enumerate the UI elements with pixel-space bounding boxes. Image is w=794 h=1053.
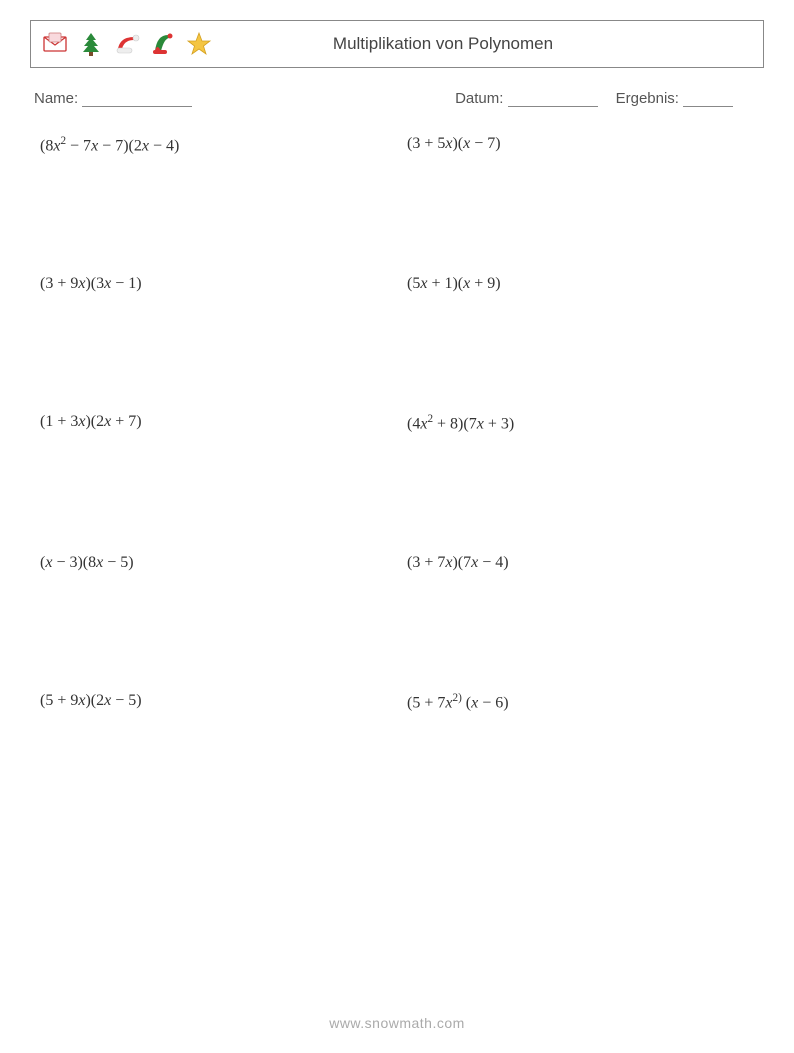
info-row: Name: Datum: Ergebnis: bbox=[30, 90, 764, 107]
problem: (8x2 − 7x − 7)(2x − 4) bbox=[40, 135, 387, 155]
problem: (5 + 7x2) (x − 6) bbox=[407, 692, 754, 712]
problems-grid: (8x2 − 7x − 7)(2x − 4) (3 + 5x)(x − 7) (3 … bbox=[30, 135, 764, 712]
problem: (5x + 1)(x + 9) bbox=[407, 275, 754, 293]
footer-url: www.snowmath.com bbox=[0, 1015, 794, 1031]
tree-icon bbox=[77, 30, 105, 58]
problem: (3 + 9x)(3x − 1) bbox=[40, 275, 387, 293]
date-label: Datum: bbox=[455, 90, 503, 107]
name-blank bbox=[82, 106, 192, 107]
worksheet-title: Multiplikation von Polynomen bbox=[213, 34, 753, 54]
santa-hat-icon bbox=[113, 30, 141, 58]
problem: (3 + 5x)(x − 7) bbox=[407, 135, 754, 155]
problem: (3 + 7x)(7x − 4) bbox=[407, 554, 754, 572]
header-icons bbox=[41, 30, 213, 58]
result-blank bbox=[683, 106, 733, 107]
problem: (1 + 3x)(2x + 7) bbox=[40, 413, 387, 433]
result-label: Ergebnis: bbox=[616, 90, 679, 107]
star-icon bbox=[185, 30, 213, 58]
letter-icon bbox=[41, 30, 69, 58]
name-label: Name: bbox=[34, 90, 78, 107]
elf-hat-icon bbox=[149, 30, 177, 58]
problem: (x − 3)(8x − 5) bbox=[40, 554, 387, 572]
name-field: Name: bbox=[34, 90, 455, 107]
header-box: Multiplikation von Polynomen bbox=[30, 20, 764, 68]
result-field: Ergebnis: bbox=[616, 90, 734, 107]
problem: (4x2 + 8)(7x + 3) bbox=[407, 413, 754, 433]
date-field: Datum: bbox=[455, 90, 598, 107]
problem: (5 + 9x)(2x − 5) bbox=[40, 692, 387, 712]
date-blank bbox=[508, 106, 598, 107]
